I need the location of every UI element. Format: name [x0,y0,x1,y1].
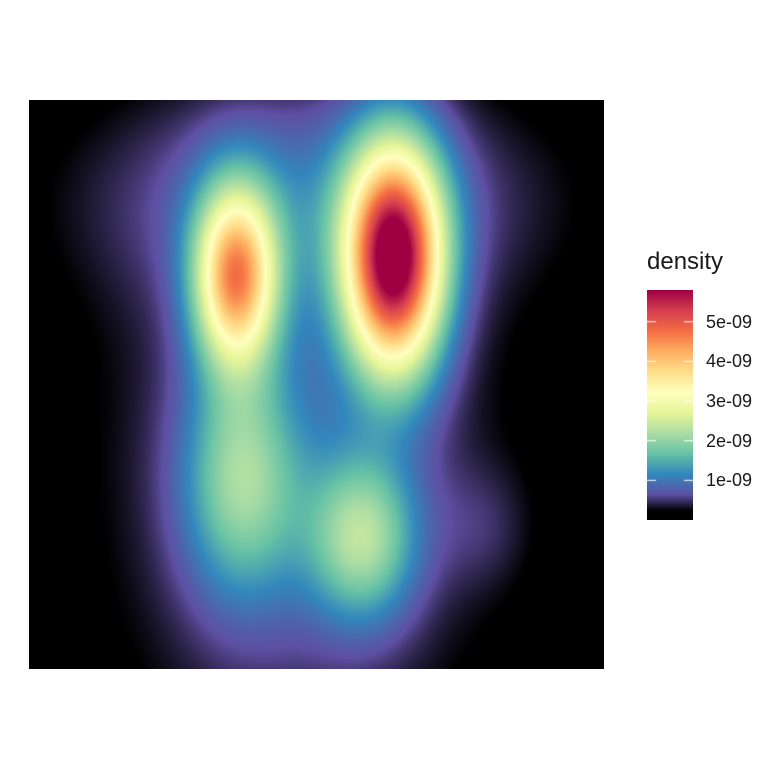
legend-colorbar [647,290,693,520]
legend-title: density [647,248,724,275]
legend-tick-label: 3e-09 [706,391,753,412]
legend-tick-label: 5e-09 [706,311,753,332]
legend-tick-label: 4e-09 [706,351,753,372]
density-heatmap [29,100,604,669]
legend-tick-label: 1e-09 [706,470,753,491]
legend-tick-label: 2e-09 [706,430,753,451]
